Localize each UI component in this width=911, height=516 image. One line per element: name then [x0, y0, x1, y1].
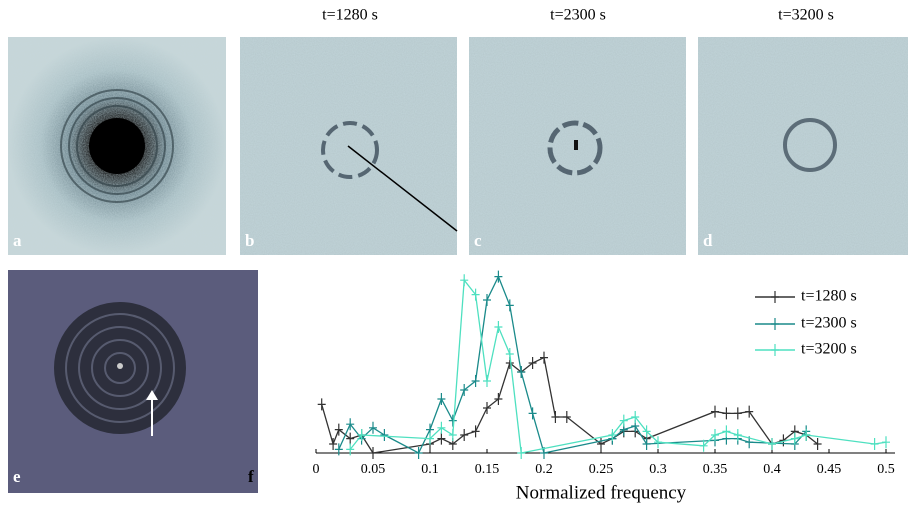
marker [642, 425, 651, 438]
marker [426, 432, 434, 445]
marker [722, 407, 731, 420]
marker [471, 375, 480, 387]
marker [380, 429, 389, 441]
marker [505, 299, 514, 312]
panel-title: t=1280 s [322, 7, 378, 24]
marker [471, 288, 480, 301]
marker [460, 384, 469, 396]
marker [711, 405, 719, 418]
marker [597, 438, 605, 450]
marker [357, 429, 366, 441]
marker [483, 294, 491, 306]
panel-title: t=2300 s [550, 7, 606, 24]
marker [448, 414, 457, 427]
marker [437, 421, 446, 434]
marker [517, 447, 526, 459]
marker [414, 447, 423, 459]
panel-a [8, 37, 226, 255]
x-tick-label: 0.1 [421, 462, 439, 477]
marker [437, 432, 446, 445]
marker [619, 414, 628, 427]
marker [448, 429, 457, 441]
x-tick-label: 0.3 [649, 462, 667, 477]
panel-label: a [13, 231, 22, 250]
marker [494, 393, 503, 405]
marker [346, 418, 355, 431]
marker [562, 411, 571, 423]
marker [483, 402, 491, 414]
marker [540, 351, 548, 364]
marker [517, 366, 526, 378]
x-tick-label: 0.05 [361, 462, 386, 477]
marker [329, 438, 338, 450]
marker [505, 348, 514, 360]
series-line [338, 274, 807, 454]
marker [870, 438, 879, 450]
panel-label: f [248, 467, 254, 486]
legend-marker [771, 344, 779, 356]
x-tick-label: 0.2 [535, 462, 553, 477]
legend-marker [771, 291, 779, 303]
panel-title: t=3200 s [778, 7, 834, 24]
marker [551, 411, 560, 423]
marker [317, 398, 326, 411]
panel-d [698, 37, 908, 255]
panel-label: c [474, 231, 482, 250]
marker [460, 429, 469, 441]
x-tick-label: 0.25 [589, 462, 614, 477]
marker [528, 357, 537, 369]
panel-label: b [245, 231, 254, 250]
panel-b [240, 37, 458, 255]
marker [790, 432, 799, 445]
legend-marker [771, 318, 779, 330]
marker [733, 429, 742, 441]
marker [882, 436, 890, 449]
marker [369, 421, 377, 434]
marker [768, 438, 776, 450]
marker [334, 423, 343, 436]
legend-label: t=2300 s [801, 315, 857, 332]
x-tick-label: 0 [313, 462, 320, 477]
marker [654, 436, 662, 449]
marker [733, 407, 742, 420]
marker [471, 425, 480, 438]
marker [608, 429, 617, 441]
x-tick-label: 0.15 [475, 462, 500, 477]
marker [334, 443, 343, 456]
chart: 0 0.05 0.1 0.15 0.2 0.25 0.3 0.35 0.4 0.45 0.5 Norm… [313, 270, 895, 503]
legend-label: t=1280 s [801, 288, 857, 305]
marker [813, 438, 822, 450]
panel-label: e [13, 467, 21, 486]
x-tick-label: 0.35 [703, 462, 728, 477]
x-axis-label: Normalized frequency [516, 482, 687, 503]
marker [745, 405, 754, 418]
marker [642, 438, 651, 450]
marker [494, 270, 503, 283]
panel-e [8, 270, 258, 493]
x-tick-label: 0.5 [877, 462, 895, 477]
marker [528, 407, 537, 420]
marker [802, 429, 811, 441]
marker [631, 411, 640, 423]
x-tick-label: 0.45 [817, 462, 842, 477]
marker [437, 393, 446, 405]
marker [369, 447, 377, 459]
panel-label: d [703, 231, 713, 250]
marker [346, 432, 355, 445]
marker [483, 375, 491, 387]
marker [722, 425, 731, 438]
marker [494, 321, 503, 333]
marker [346, 443, 355, 456]
legend-label: t=3200 s [801, 341, 857, 358]
panel-c [469, 37, 686, 255]
marker [711, 429, 719, 441]
marker [699, 439, 708, 452]
marker [460, 274, 469, 287]
series-line [321, 356, 819, 454]
x-tick-label: 0.4 [763, 462, 781, 477]
